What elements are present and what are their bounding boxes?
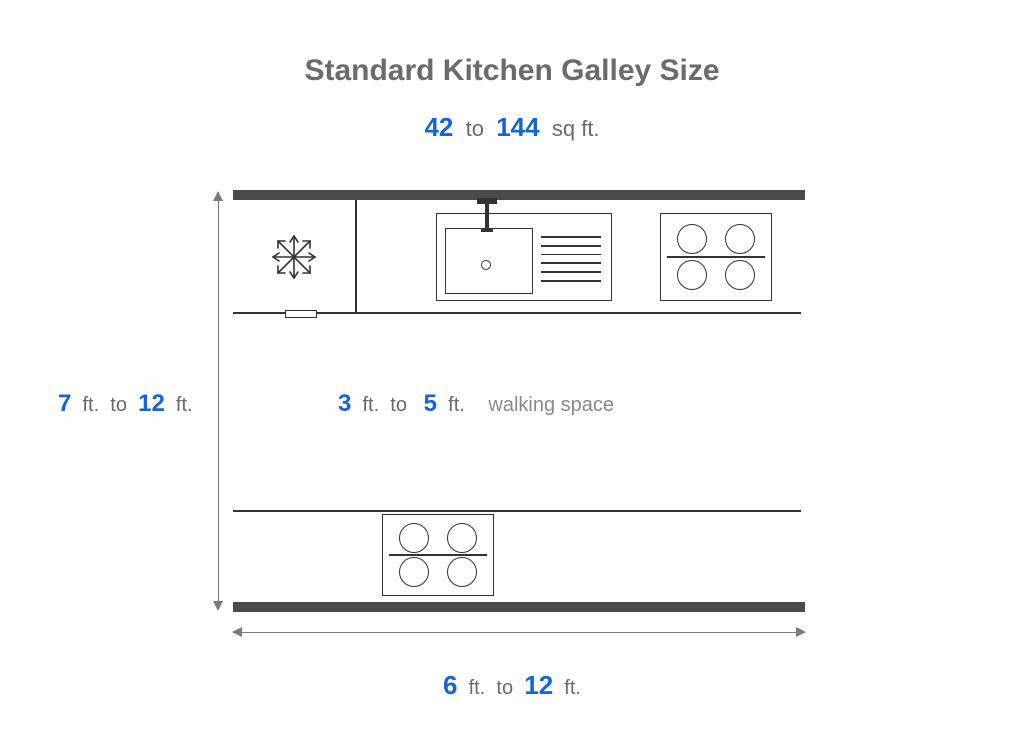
sink-icon (436, 213, 612, 301)
page-title: Standard Kitchen Galley Size (0, 54, 1024, 88)
walk-min-unit: ft. (362, 394, 379, 416)
width-min-unit: ft. (469, 677, 486, 699)
depth-min: 7 (58, 390, 71, 417)
fridge-handle (285, 310, 317, 318)
depth-to: to (110, 394, 127, 416)
depth-max-unit: ft. (176, 394, 193, 416)
width-max-unit: ft. (564, 677, 581, 699)
cooktop-icon (382, 514, 494, 596)
area-min: 42 (424, 112, 453, 142)
walk-min: 3 (338, 390, 351, 417)
walk-max: 5 (424, 390, 437, 417)
width-max: 12 (524, 670, 553, 700)
fridge (233, 200, 357, 314)
depth-max: 12 (138, 390, 165, 417)
width-min: 6 (443, 670, 457, 700)
sink-drain (481, 260, 491, 270)
snowflake-icon (271, 234, 317, 280)
counter-bottom (233, 510, 801, 604)
depth-range: 7 ft. to 12 ft. (58, 390, 193, 418)
depth-dimension-line (218, 192, 219, 610)
area-unit: sq ft. (552, 116, 600, 141)
width-dimension-line (233, 632, 805, 633)
area-max: 144 (496, 112, 539, 142)
depth-min-unit: ft. (82, 394, 99, 416)
sink-drainboard (541, 236, 601, 289)
kitchen-galley-diagram: Standard Kitchen Galley Size 42 to 144 s… (0, 0, 1024, 753)
wall-bottom (233, 602, 805, 612)
width-to: to (496, 677, 513, 699)
walk-label: walking space (488, 394, 614, 416)
wall-top (233, 190, 805, 200)
cooktop-icon (660, 213, 772, 301)
walking-space-range: 3 ft. to 5 ft. walking space (338, 390, 614, 418)
sink-tap-stem (485, 200, 489, 230)
walk-max-unit: ft. (448, 394, 465, 416)
width-range: 6 ft. to 12 ft. (0, 670, 1024, 701)
walk-to: to (390, 394, 407, 416)
area-range: 42 to 144 sq ft. (0, 112, 1024, 143)
